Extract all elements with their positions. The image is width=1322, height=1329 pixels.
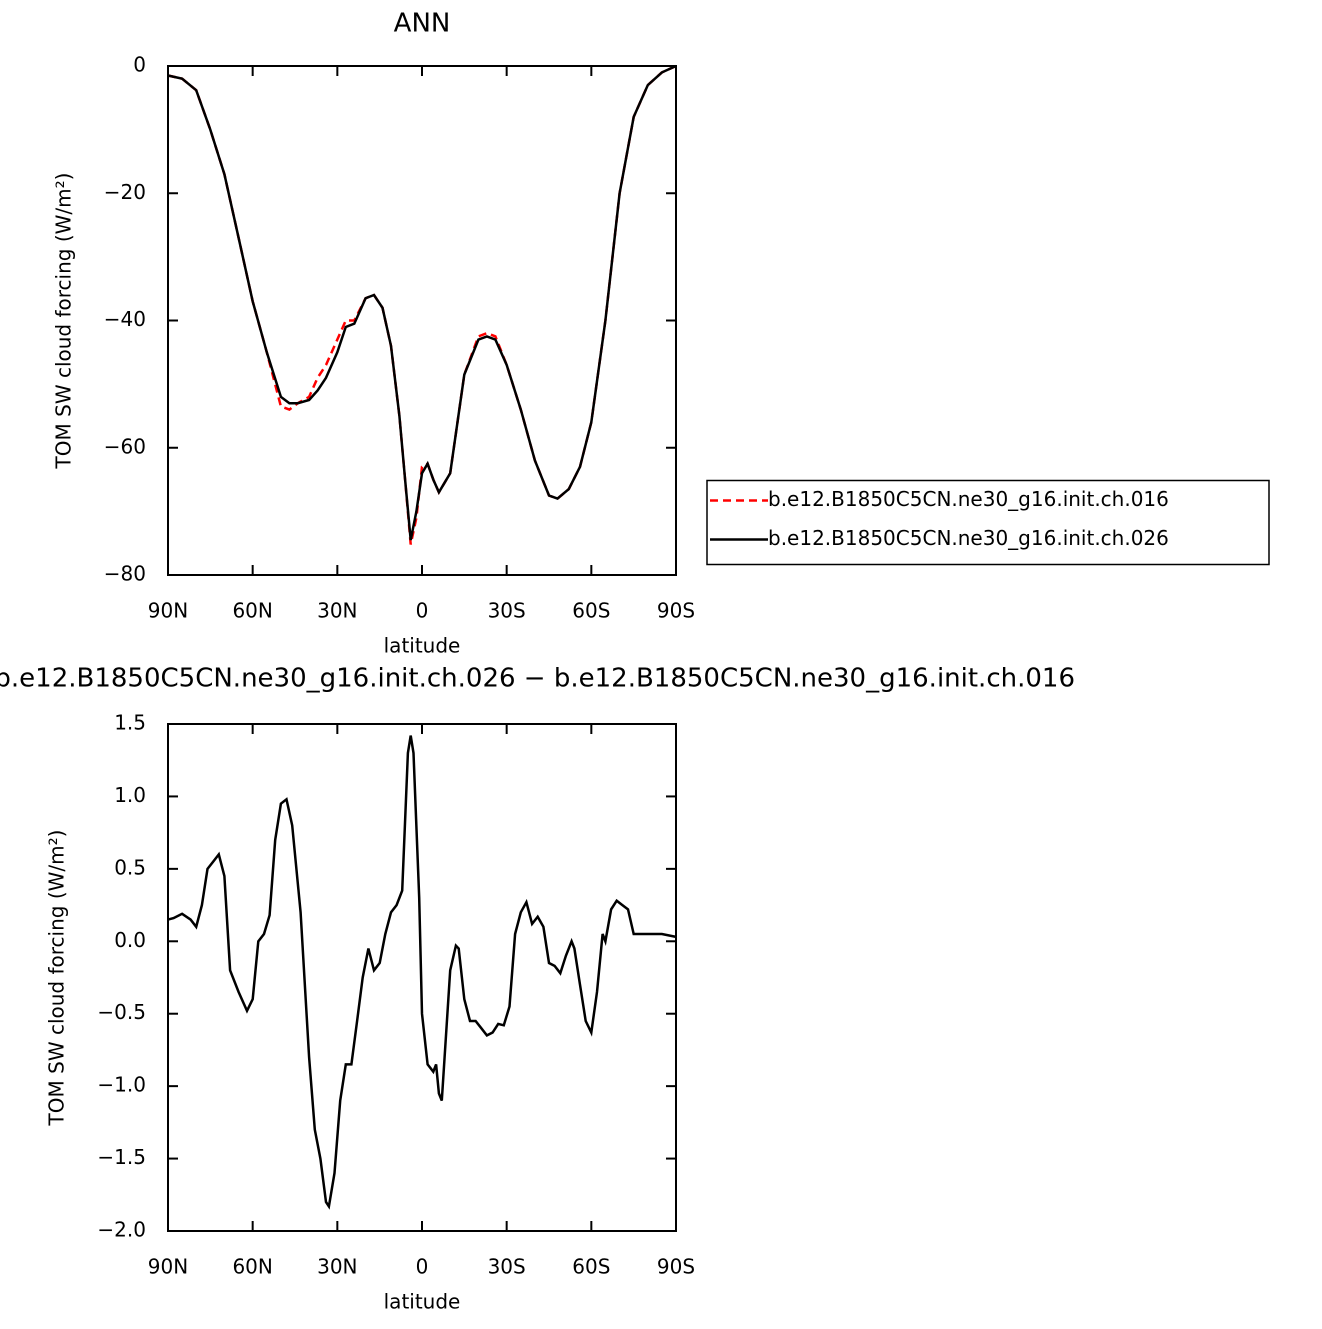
x-tick-label: 0 [416,1255,429,1279]
y-tick-label: −1.5 [97,1145,146,1169]
legend-box [706,479,1270,566]
x-tick-label: 90N [148,599,188,623]
chart-title: ANN [394,9,451,39]
plot-frame [167,65,677,576]
x-tick-label: 60S [572,599,610,623]
x-tick-label: 60N [232,599,272,623]
y-tick-label: −60 [104,434,146,458]
y-tick-label: −0.5 [97,1000,146,1024]
y-tick-label: 0.0 [114,928,146,952]
x-tick-label: 90S [657,1255,695,1279]
data-line [167,64,677,541]
y-tick-label: 1.5 [114,711,146,735]
x-tick-label: 60S [572,1255,610,1279]
x-tick-label: 0 [416,599,429,623]
y-tick-label: −40 [104,307,146,331]
y-tick-label: −80 [104,562,146,586]
x-axis-label: latitude [384,634,461,658]
plot-frame [167,723,677,1232]
data-line [167,735,677,1210]
x-tick-label: 30S [488,599,526,623]
y-tick-label: −2.0 [97,1218,146,1242]
x-tick-label: 30S [488,1255,526,1279]
x-tick-label: 30N [317,599,357,623]
x-tick-label: 90N [148,1255,188,1279]
y-tick-label: 1.0 [114,783,146,807]
y-tick-label: −1.0 [97,1073,146,1097]
x-tick-label: 60N [232,1255,272,1279]
y-tick-label: 0 [133,53,146,77]
chart-title: b.e12.B1850C5CN.ne30_g16.init.ch.026 − b… [0,664,1075,694]
x-tick-label: 90S [657,599,695,623]
x-tick-label: 30N [317,1255,357,1279]
y-tick-label: 0.5 [114,855,146,879]
y-axis-label: TOM SW cloud forcing (W/m²) [52,173,76,470]
y-tick-label: −20 [104,180,146,204]
y-axis-label: TOM SW cloud forcing (W/m²) [45,830,69,1127]
legend-label: b.e12.B1850C5CN.ne30_g16.init.ch.026 [768,526,1169,550]
legend-label: b.e12.B1850C5CN.ne30_g16.init.ch.016 [768,487,1169,511]
x-axis-label: latitude [384,1290,461,1314]
